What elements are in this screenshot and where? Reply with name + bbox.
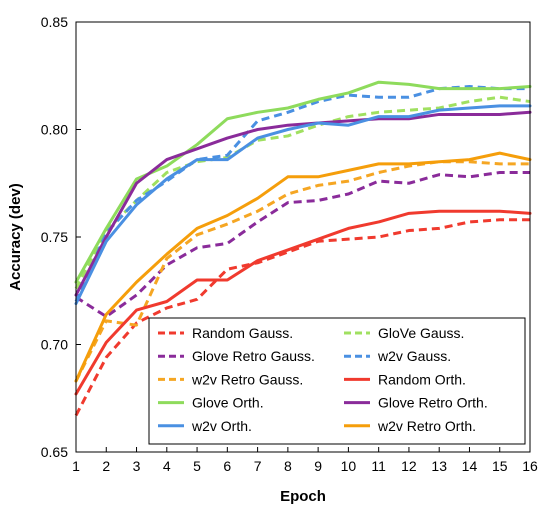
x-tick-label: 1 bbox=[72, 458, 80, 474]
series-lines bbox=[74, 80, 532, 417]
x-tick-label: 4 bbox=[163, 458, 171, 474]
legend-label: Random Gauss. bbox=[192, 325, 293, 341]
series-line-5 bbox=[74, 209, 532, 396]
x-tick-label: 15 bbox=[492, 458, 508, 474]
x-axis-title: Epoch bbox=[280, 488, 326, 505]
y-tick-label: 0.70 bbox=[41, 337, 68, 353]
legend-label: w2v Orth. bbox=[191, 418, 252, 434]
x-tick-label: 10 bbox=[341, 458, 357, 474]
x-tick-label: 6 bbox=[223, 458, 231, 474]
legend-label: Glove Orth. bbox=[192, 395, 264, 411]
x-tick-label: 3 bbox=[133, 458, 141, 474]
legend-label: w2v Retro Gauss. bbox=[191, 371, 303, 387]
legend-label: Random Orth. bbox=[378, 371, 466, 387]
x-tick-label: 7 bbox=[254, 458, 262, 474]
legend: Random Gauss. GloVe Gauss. Glove Retro Gau… bbox=[148, 317, 526, 445]
legend-label: Glove Retro Gauss. bbox=[192, 348, 315, 364]
series-line-4 bbox=[74, 160, 530, 382]
tick-labels: 1 2 3 4 5 6 7 8 9 10 11 12 13 14 15 160.650.700.750.800… bbox=[41, 14, 538, 474]
x-tick-label: 13 bbox=[431, 458, 447, 474]
x-tick-label: 5 bbox=[193, 458, 201, 474]
y-tick-label: 0.85 bbox=[41, 14, 68, 30]
y-tick-label: 0.75 bbox=[41, 229, 68, 245]
series-line-9 bbox=[74, 151, 532, 383]
legend-label: Glove Retro Orth. bbox=[378, 395, 488, 411]
x-tick-label: 12 bbox=[401, 458, 417, 474]
legend-box bbox=[148, 317, 526, 445]
y-tick-label: 0.80 bbox=[41, 122, 68, 138]
series-line-1 bbox=[74, 95, 531, 290]
y-axis-title: Accuracy (dev) bbox=[7, 183, 24, 291]
axes bbox=[75, 21, 531, 453]
legend-label: GloVe Gauss. bbox=[378, 325, 464, 341]
legend-label: w2v Retro Orth. bbox=[377, 418, 476, 434]
y-tick-label: 0.65 bbox=[41, 444, 68, 460]
x-tick-label: 8 bbox=[284, 458, 292, 474]
x-tick-label: 11 bbox=[371, 458, 386, 474]
series-line-8 bbox=[74, 104, 532, 306]
x-tick-label: 9 bbox=[314, 458, 322, 474]
legend-label: w2v Gauss. bbox=[377, 348, 451, 364]
series-line-2 bbox=[75, 171, 530, 319]
x-tick-label: 2 bbox=[102, 458, 110, 474]
series-line-7 bbox=[74, 110, 532, 297]
x-tick-label: 14 bbox=[462, 458, 478, 474]
x-tick-label: 16 bbox=[522, 458, 538, 474]
